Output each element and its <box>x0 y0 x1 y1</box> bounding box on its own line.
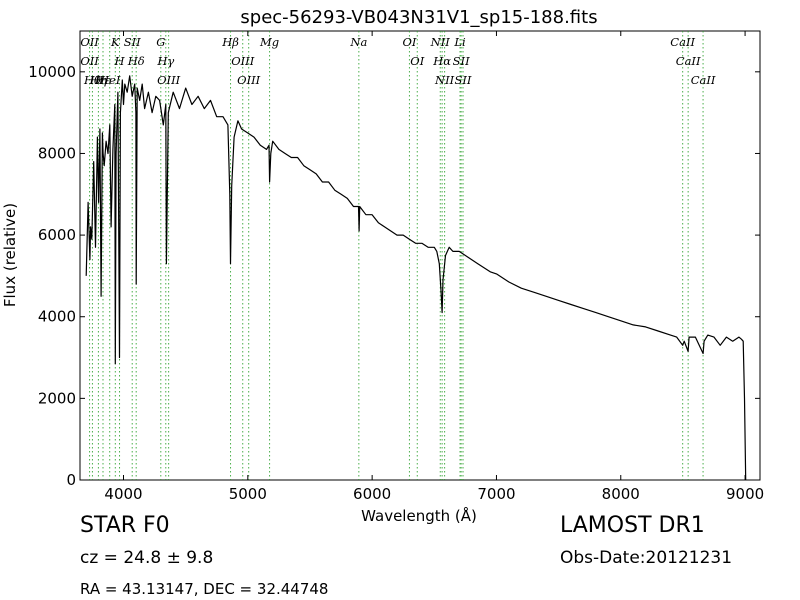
spectral-line-label: OI <box>402 35 416 49</box>
x-tick-label: 4000 <box>104 485 142 503</box>
spectral-line-label: CaII <box>670 35 695 49</box>
x-axis: 4000 5000 6000 7000 8000 9000 <box>104 31 764 503</box>
spectral-line-label: Hβ <box>221 35 239 49</box>
spectral-line-label: OIII <box>157 73 181 87</box>
spectral-line-label: Hθ <box>83 73 101 87</box>
object-class: STAR F0 <box>80 513 170 538</box>
coordinates: RA = 43.13147, DEC = 32.44748 <box>80 580 329 598</box>
y-axis: 0 2000 4000 6000 8000 10000 <box>28 63 760 489</box>
spectral-line-label: Li <box>453 35 466 49</box>
spectral-lines <box>89 31 704 480</box>
spectral-line-label: H <box>114 54 126 68</box>
x-tick-label: 8000 <box>602 485 640 503</box>
spectral-line-label: Hδ <box>127 54 145 68</box>
spectral-line-label: SII <box>453 54 470 68</box>
plot-area <box>79 30 761 481</box>
spectrum-line <box>85 75 747 481</box>
x-axis-label: Wavelength (Å) <box>361 506 477 525</box>
x-tick-label: 6000 <box>353 485 391 503</box>
spectral-line-label: K <box>110 35 121 49</box>
spectral-line-label: NII <box>430 35 451 49</box>
spectral-line-label: Hα <box>432 54 451 68</box>
spectral-line-label: SII <box>124 35 141 49</box>
x-tick-label: 7000 <box>477 485 515 503</box>
spectral-line-label: NII <box>434 73 455 87</box>
y-axis-label: Flux (relative) <box>1 203 19 307</box>
y-tick-label: 10000 <box>28 63 76 81</box>
spectral-line-label: Mg <box>259 35 279 49</box>
spectrum-series <box>85 75 747 481</box>
spectral-line-label: OII <box>80 35 99 49</box>
spectral-line-label: HeI <box>98 73 121 87</box>
spectral-line-label: CaII <box>676 54 701 68</box>
spectral-line-label: Hε <box>94 73 111 87</box>
spectral-line-label: OI <box>410 54 424 68</box>
spectral-line-label: OIII <box>237 73 261 87</box>
x-tick-label: 9000 <box>726 485 764 503</box>
spectral-line-label: SII <box>455 73 472 87</box>
spectral-line-label: Hγ <box>156 54 174 68</box>
spectral-line-label: G <box>156 35 165 49</box>
y-tick-label: 8000 <box>38 144 76 162</box>
spectral-line-label: OIII <box>231 54 255 68</box>
y-tick-label: 2000 <box>38 389 76 407</box>
y-tick-label: 4000 <box>38 308 76 326</box>
redshift-cz: cz = 24.8 ± 9.8 <box>80 548 214 568</box>
y-tick-label: 6000 <box>38 226 76 244</box>
observation-date: Obs-Date:20121231 <box>560 548 733 568</box>
spectral-line-label: Na <box>349 35 367 49</box>
spectral-line-label: OII <box>80 54 99 68</box>
y-tick-label: 0 <box>66 471 76 489</box>
survey-name: LAMOST DR1 <box>560 513 705 538</box>
chart-title: spec-56293-VB043N31V1_sp15-188.fits <box>240 7 597 28</box>
x-tick-label: 5000 <box>229 485 267 503</box>
spectral-line-label: Hη <box>89 73 107 87</box>
spectral-line-label: CaII <box>691 73 716 87</box>
